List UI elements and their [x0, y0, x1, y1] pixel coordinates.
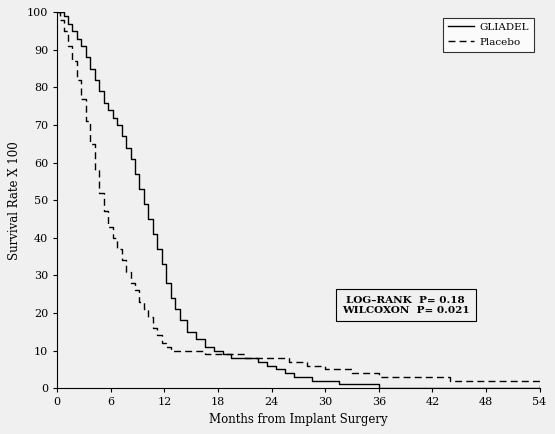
- GLIADEL: [96, 89, 103, 94]
- GLIADEL: [376, 385, 382, 391]
- GLIADEL: [228, 355, 235, 361]
- Line: GLIADEL: GLIADEL: [57, 12, 539, 388]
- Placebo: [140, 306, 147, 312]
- Legend: GLIADEL, Placebo: GLIADEL, Placebo: [443, 17, 534, 52]
- GLIADEL: [87, 66, 94, 71]
- X-axis label: Months from Implant Surgery: Months from Implant Surgery: [209, 413, 388, 426]
- GLIADEL: [237, 355, 244, 361]
- Placebo: [78, 96, 85, 102]
- GLIADEL: [132, 171, 138, 177]
- Line: Placebo: Placebo: [57, 12, 539, 388]
- GLIADEL: [219, 352, 226, 357]
- GLIADEL: [114, 122, 120, 128]
- GLIADEL: [149, 231, 156, 237]
- GLIADEL: [54, 10, 60, 15]
- GLIADEL: [326, 378, 333, 383]
- GLIADEL: [57, 10, 63, 15]
- Placebo: [54, 10, 60, 15]
- GLIADEL: [309, 378, 315, 383]
- GLIADEL: [176, 318, 183, 323]
- Placebo: [483, 378, 490, 383]
- Placebo: [376, 374, 382, 379]
- GLIADEL: [193, 337, 199, 342]
- GLIADEL: [109, 115, 116, 120]
- GLIADEL: [317, 378, 324, 383]
- GLIADEL: [246, 355, 253, 361]
- GLIADEL: [123, 145, 129, 150]
- GLIADEL: [536, 385, 543, 391]
- GLIADEL: [154, 247, 160, 252]
- GLIADEL: [255, 359, 261, 365]
- GLIADEL: [184, 329, 190, 334]
- Y-axis label: Survival Rate X 100: Survival Rate X 100: [8, 141, 21, 260]
- GLIADEL: [201, 344, 208, 349]
- GLIADEL: [74, 36, 80, 41]
- GLIADEL: [60, 13, 67, 19]
- GLIADEL: [273, 367, 279, 372]
- GLIADEL: [145, 217, 152, 222]
- GLIADEL: [264, 363, 270, 368]
- GLIADEL: [158, 261, 165, 266]
- GLIADEL: [168, 295, 174, 300]
- GLIADEL: [210, 348, 217, 353]
- GLIADEL: [300, 374, 306, 379]
- Placebo: [109, 235, 116, 240]
- GLIADEL: [349, 382, 355, 387]
- GLIADEL: [282, 371, 289, 376]
- Text: LOG–RANK  P= 0.18
WILCOXON  P= 0.021: LOG–RANK P= 0.18 WILCOXON P= 0.021: [342, 296, 470, 315]
- Placebo: [536, 385, 543, 391]
- GLIADEL: [140, 201, 147, 207]
- GLIADEL: [335, 382, 342, 387]
- GLIADEL: [105, 108, 112, 113]
- GLIADEL: [163, 280, 170, 286]
- GLIADEL: [172, 306, 179, 312]
- GLIADEL: [136, 186, 143, 191]
- GLIADEL: [118, 134, 125, 139]
- GLIADEL: [78, 43, 85, 49]
- GLIADEL: [92, 77, 98, 82]
- GLIADEL: [65, 21, 72, 26]
- Placebo: [96, 190, 103, 195]
- GLIADEL: [83, 55, 89, 60]
- GLIADEL: [100, 100, 107, 105]
- GLIADEL: [69, 29, 76, 34]
- GLIADEL: [291, 374, 297, 379]
- GLIADEL: [127, 156, 134, 161]
